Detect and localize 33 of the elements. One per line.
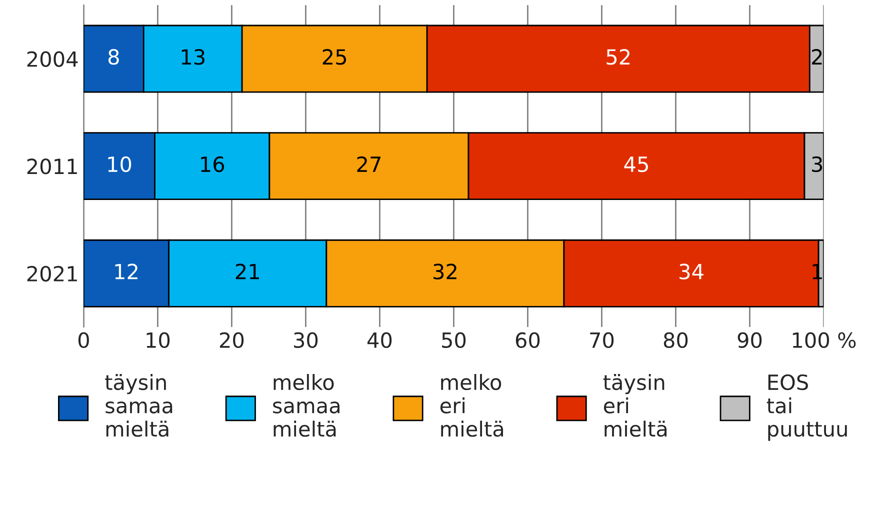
x-tick-label: 100 %	[792, 332, 856, 348]
x-tick-label: 70	[590, 332, 614, 348]
legend-label: täysin samaa mieltä	[105, 374, 172, 437]
data-label: 16	[201, 156, 224, 172]
y-tick-label: 2021	[27, 266, 77, 282]
data-label: 8	[108, 49, 119, 65]
data-label: 12	[115, 264, 138, 280]
x-tick-label: 0	[78, 332, 89, 348]
data-label: 52	[606, 49, 630, 65]
data-label: 13	[182, 49, 204, 65]
legend-label: melko samaa mieltä	[273, 374, 340, 437]
x-tick-label: 20	[220, 332, 244, 348]
data-label: 10	[108, 156, 132, 172]
x-tick-label: 40	[367, 332, 392, 348]
data-label: 25	[322, 49, 346, 65]
x-tick-label: 80	[664, 332, 688, 348]
data-label: 45	[624, 156, 648, 172]
data-label: 34	[680, 264, 704, 280]
data-label: 21	[236, 264, 259, 280]
x-tick-label: 30	[294, 332, 318, 348]
data-label: 27	[357, 156, 380, 172]
legend-label: EOS tai puuttuu	[766, 374, 847, 441]
x-tick-label: 60	[516, 332, 540, 348]
data-label: 32	[434, 264, 456, 280]
x-tick-label: 90	[738, 332, 762, 348]
y-tick-label: 2011	[27, 158, 77, 174]
x-tick-label: 10	[146, 332, 170, 348]
legend-label: melko eri mieltä	[440, 374, 503, 437]
legend-label: täysin eri mieltä	[603, 374, 667, 437]
x-tick-label: 50	[442, 332, 466, 348]
y-tick-label: 2004	[27, 51, 78, 67]
data-label: 2	[812, 49, 822, 65]
data-label: 3	[812, 156, 822, 172]
